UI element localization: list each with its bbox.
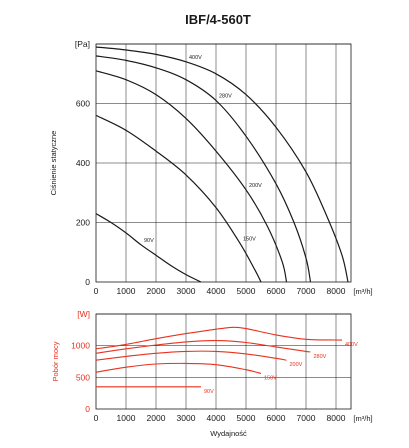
pressure-series-150V bbox=[95, 114, 262, 283]
pressure-series-90V bbox=[95, 213, 202, 283]
pressure-x-tick-label: 4000 bbox=[207, 286, 226, 296]
pressure-x-tick-label: 2000 bbox=[147, 286, 166, 296]
pressure-x-tick-label: 8000 bbox=[327, 286, 346, 296]
power-y-tick-label: 1000 bbox=[71, 341, 90, 351]
power-x-tick-label: 6000 bbox=[267, 413, 286, 423]
power-y-axis-title: Pobór mocy bbox=[51, 341, 60, 381]
power-x-tick-label: 4000 bbox=[207, 413, 226, 423]
power-series-label: 90V bbox=[204, 389, 214, 395]
power-series-200V bbox=[95, 350, 287, 361]
power-x-unit: [m³/h] bbox=[353, 414, 372, 423]
power-y-unit: [W] bbox=[77, 309, 90, 319]
pressure-x-tick-label: 5000 bbox=[237, 286, 256, 296]
power-series-label: 200V bbox=[290, 362, 303, 368]
power-x-tick-label: 2000 bbox=[147, 413, 166, 423]
pressure-series-label: 150V bbox=[243, 236, 256, 242]
pressure-y-tick-label: 0 bbox=[85, 277, 90, 287]
power-y-tick-label: 0 bbox=[85, 404, 90, 414]
pressure-x-tick-label: 7000 bbox=[297, 286, 316, 296]
power-series-label: 150V bbox=[264, 376, 277, 382]
power-x-tick-label: 5000 bbox=[237, 413, 256, 423]
power-x-tick-label: 1000 bbox=[117, 413, 136, 423]
pressure-x-tick-label: 0 bbox=[94, 286, 99, 296]
pressure-y-tick-label: 200 bbox=[76, 218, 90, 228]
power-x-tick-label: 0 bbox=[94, 413, 99, 423]
pressure-y-tick-label: 600 bbox=[76, 99, 90, 109]
power-x-tick-label: 3000 bbox=[177, 413, 196, 423]
power-x-tick-label: 7000 bbox=[297, 413, 316, 423]
pressure-y-unit: [Pa] bbox=[75, 39, 90, 49]
power-series-label: 280V bbox=[314, 354, 327, 360]
power-x-tick-label: 8000 bbox=[327, 413, 346, 423]
pressure-series-200V bbox=[95, 70, 288, 283]
pressure-y-tick-label: 400 bbox=[76, 158, 90, 168]
power-series-label: 400V bbox=[345, 342, 358, 348]
pressure-x-tick-label: 3000 bbox=[177, 286, 196, 296]
pressure-x-tick-label: 6000 bbox=[267, 286, 286, 296]
pressure-series-label: 90V bbox=[144, 238, 154, 244]
pressure-x-unit: [m³/h] bbox=[353, 287, 372, 296]
pressure-series-label: 200V bbox=[249, 183, 262, 189]
pressure-series-280V bbox=[95, 55, 312, 283]
pressure-series-label: 280V bbox=[219, 94, 232, 100]
pressure-y-axis-title: Ciśnienie statyczne bbox=[49, 131, 58, 196]
power-series-400V bbox=[95, 326, 343, 350]
power-series-280V bbox=[95, 340, 311, 354]
chart-title: IBF/4-560T bbox=[185, 12, 251, 27]
power-y-tick-label: 500 bbox=[76, 372, 90, 382]
pressure-series-400V bbox=[95, 46, 349, 283]
power-x-axis-title: Wydajność bbox=[210, 429, 247, 438]
pressure-series-label: 400V bbox=[189, 55, 202, 61]
pressure-x-tick-label: 1000 bbox=[117, 286, 136, 296]
power-series-150V bbox=[95, 362, 262, 375]
